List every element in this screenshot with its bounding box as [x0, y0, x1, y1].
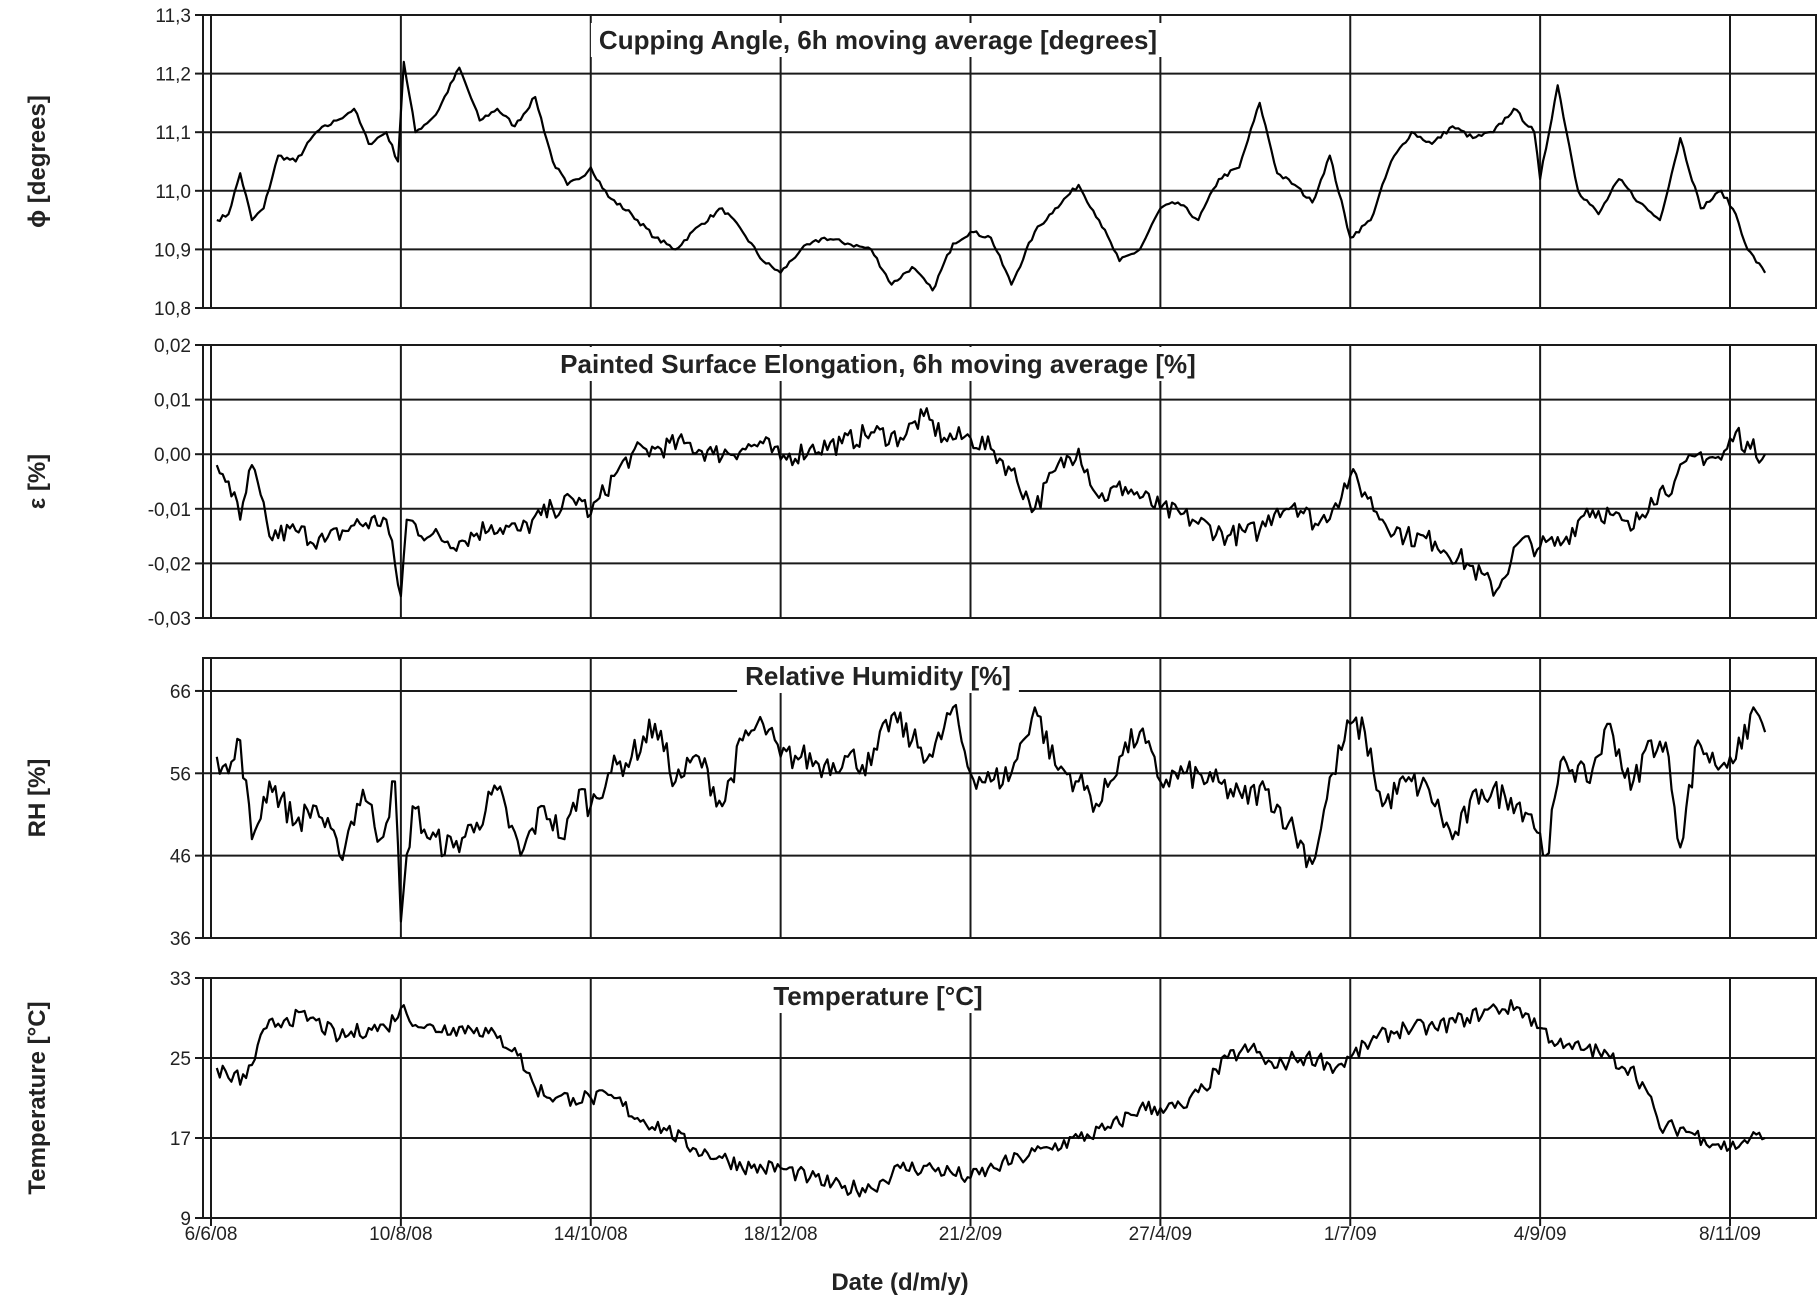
y-tick-label: 17	[170, 1129, 191, 1150]
data-line-4	[215, 999, 1766, 1198]
x-tick-label: 14/10/08	[554, 1224, 628, 1245]
y-tick-label: 11,1	[155, 123, 191, 144]
y-tick-label: 0,01	[154, 391, 191, 412]
chart-title-background	[737, 659, 1019, 693]
y-tick-label: 9	[180, 1209, 191, 1230]
x-tick-label: 18/12/08	[744, 1224, 818, 1245]
y-tick-label: -0,03	[148, 609, 191, 630]
y-tick-label: 56	[170, 764, 191, 785]
chart-title: Temperature [°C]	[773, 981, 982, 1011]
y-tick-label: -0,01	[148, 500, 191, 521]
x-tick-label: 4/9/09	[1514, 1224, 1567, 1245]
y-tick-label: 0,00	[154, 445, 191, 466]
chart-title: Relative Humidity [%]	[745, 661, 1011, 691]
x-tick-label: 8/11/09	[1699, 1224, 1761, 1245]
y-axis-label: ε [%]	[24, 454, 51, 509]
chart-title-background	[590, 23, 1166, 57]
x-tick-label: 21/2/09	[939, 1224, 1002, 1245]
x-tick-label: 6/6/08	[185, 1224, 238, 1245]
y-axis-label: ϕ [degrees]	[24, 95, 51, 228]
x-tick-label: 10/8/08	[369, 1224, 432, 1245]
plot-area-4	[202, 977, 1817, 1219]
y-tick-label: 10,8	[154, 299, 191, 320]
y-tick-label: 33	[170, 969, 191, 990]
y-tick-label: 46	[170, 847, 191, 868]
chart-title: Cupping Angle, 6h moving average [degree…	[599, 25, 1157, 55]
y-tick-label: 11,2	[155, 65, 191, 86]
y-axis-label: Temperature [°C]	[24, 1001, 51, 1194]
x-tick-label: 1/7/09	[1324, 1224, 1377, 1245]
y-tick-label: 66	[170, 682, 191, 703]
chart-title-background	[765, 979, 991, 1013]
y-tick-label: 36	[170, 929, 191, 950]
chart-title-background	[552, 347, 1204, 381]
x-tick-label: 27/4/09	[1129, 1224, 1192, 1245]
data-line-3	[215, 703, 1767, 923]
chart-title: Painted Surface Elongation, 6h moving av…	[560, 349, 1196, 379]
data-line-1	[216, 60, 1767, 292]
y-tick-label: -0,02	[148, 554, 191, 575]
data-line-2	[215, 407, 1767, 598]
y-tick-label: 11,3	[155, 6, 191, 27]
plot-area-1	[202, 14, 1817, 309]
y-tick-label: 10,9	[154, 240, 191, 261]
y-tick-label: 11,0	[155, 182, 191, 203]
plot-area-3	[202, 657, 1817, 939]
plot-area-2	[202, 344, 1817, 619]
y-tick-label: 25	[170, 1049, 191, 1070]
y-tick-label: 0,02	[154, 336, 191, 357]
y-axis-label: RH [%]	[24, 759, 51, 838]
x-axis-label: Date (d/m/y)	[831, 1269, 968, 1296]
